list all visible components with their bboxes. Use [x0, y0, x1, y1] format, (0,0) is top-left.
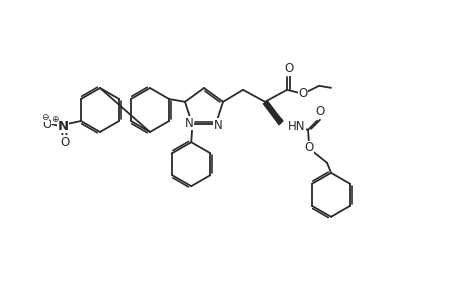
- Polygon shape: [264, 102, 282, 125]
- Text: ⊕: ⊕: [51, 115, 59, 124]
- Text: O: O: [60, 136, 69, 148]
- Text: HN: HN: [287, 120, 305, 133]
- Text: ⊖: ⊖: [41, 112, 49, 122]
- Text: O: O: [284, 62, 293, 75]
- Text: N: N: [57, 119, 68, 133]
- Text: N: N: [213, 119, 222, 132]
- Text: O: O: [42, 118, 51, 130]
- Text: O: O: [304, 141, 313, 154]
- Text: O: O: [298, 87, 307, 100]
- Text: O: O: [315, 105, 324, 118]
- Text: N: N: [185, 117, 193, 130]
